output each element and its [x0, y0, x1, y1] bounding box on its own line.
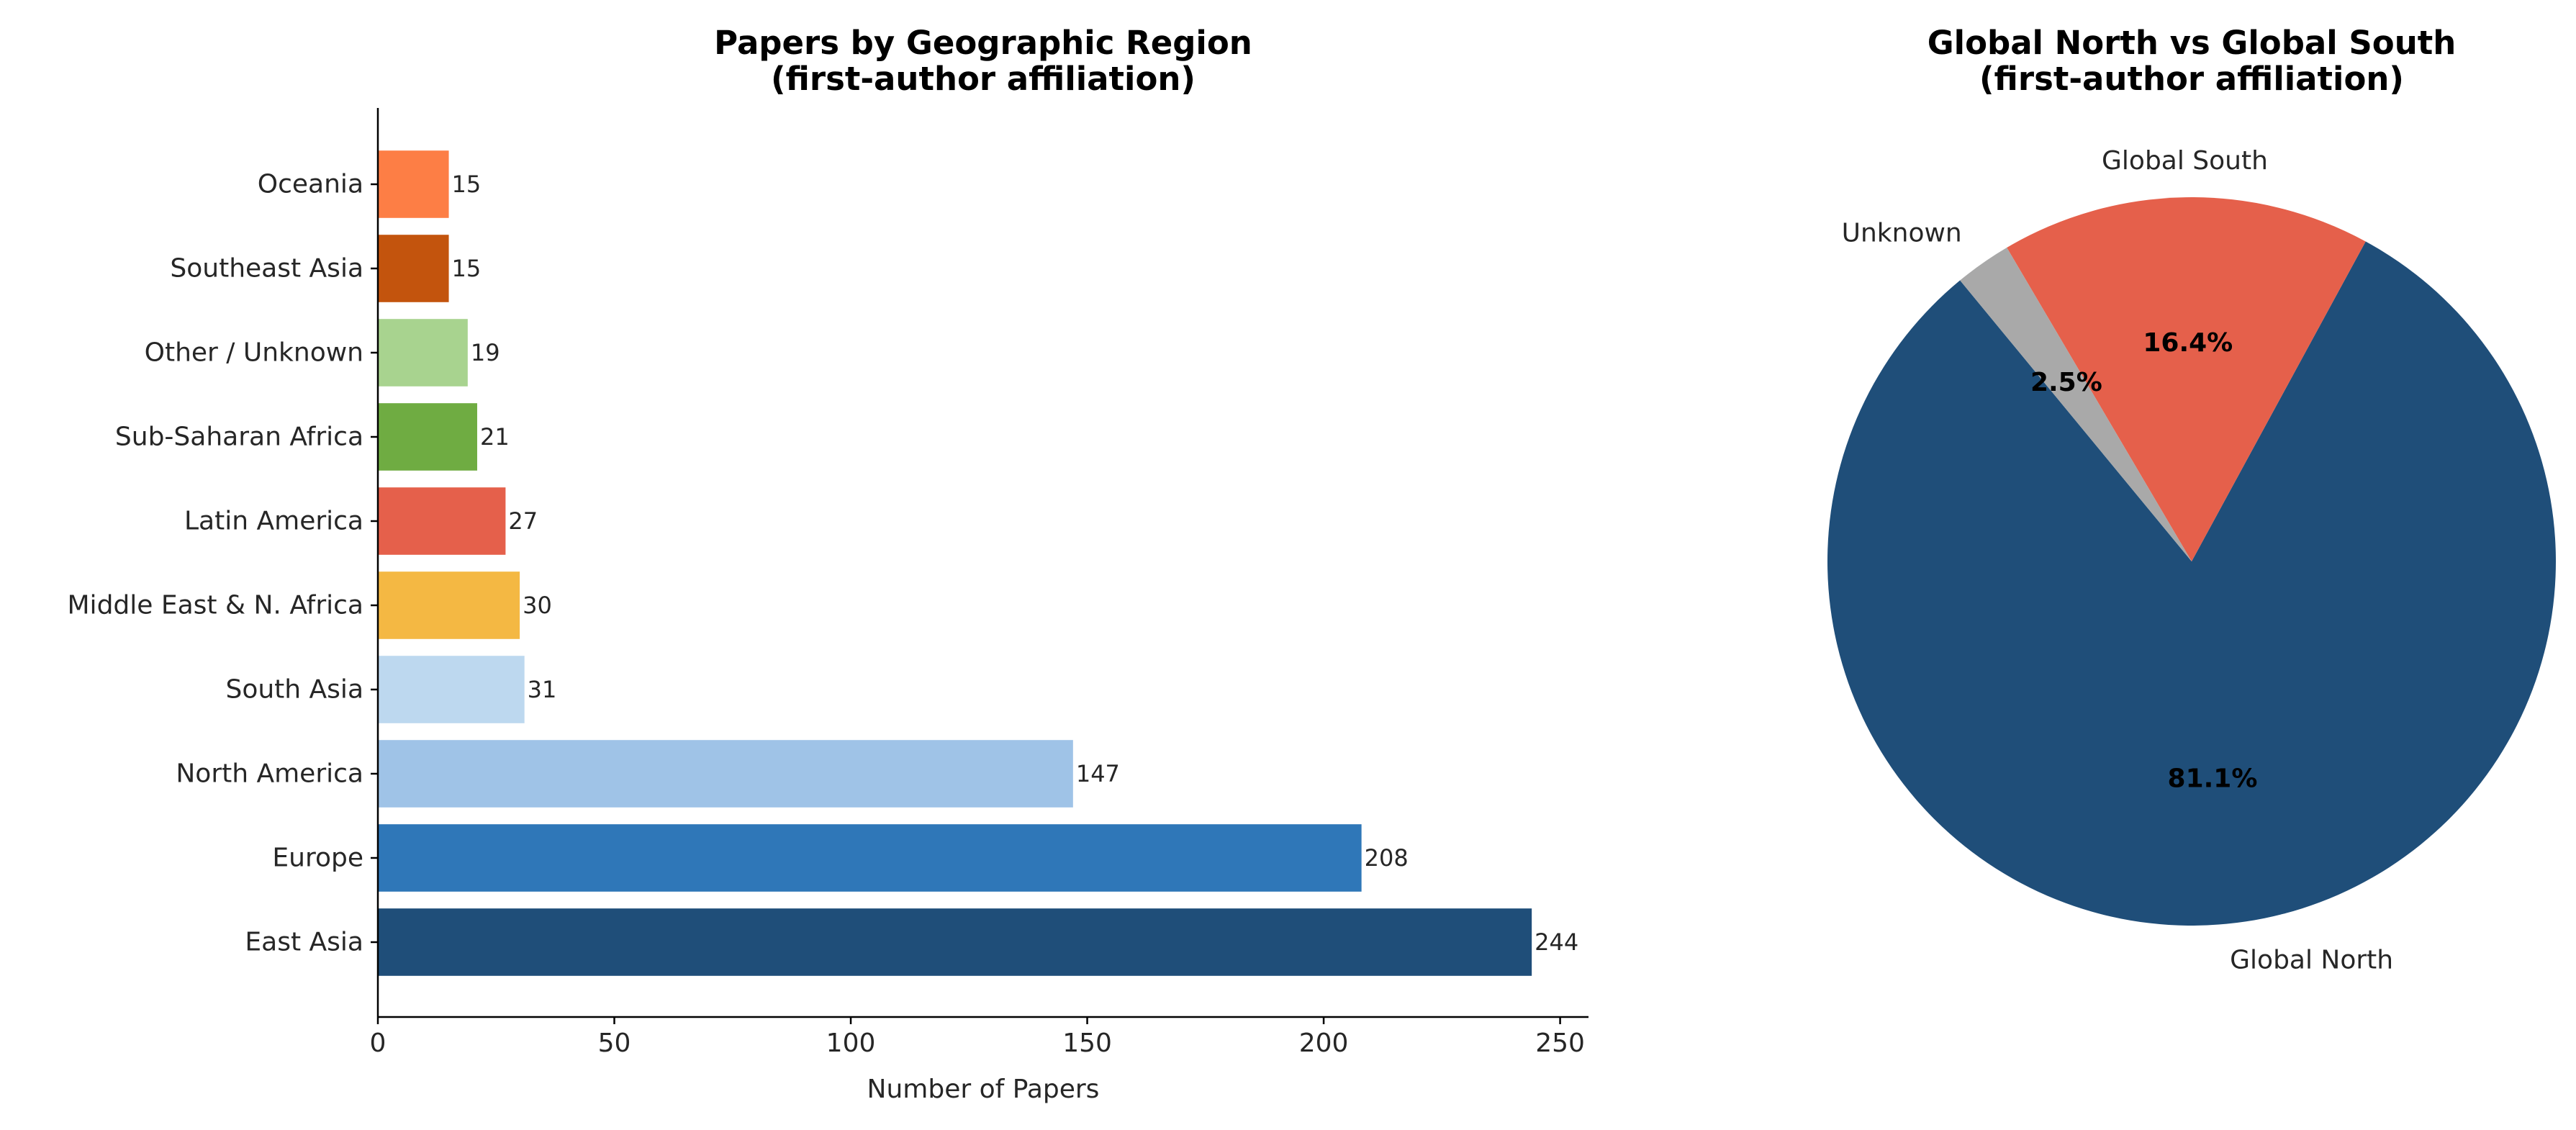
category-tick-label: Other / Unknown	[145, 338, 363, 368]
pie-chart-title-line1: Global North vs Global South	[1928, 24, 2457, 62]
category-tick-label: South Asia	[225, 675, 363, 705]
pie-percent-label: 16.4%	[2143, 328, 2233, 358]
category-tick-label: Sub-Saharan Africa	[115, 422, 363, 452]
bar-marks	[378, 150, 1532, 976]
bar-other-unknown	[378, 319, 468, 387]
bar-latin-america	[378, 487, 506, 555]
bar-north-america	[378, 740, 1073, 808]
bar-europe	[378, 824, 1362, 892]
x-axis-ticks: 0 50 100 150 200 250	[370, 1017, 1585, 1058]
category-tick-label: Latin America	[184, 507, 363, 536]
category-tick-label: North America	[176, 759, 363, 789]
bar-oceania	[378, 150, 449, 218]
bar-east-asia	[378, 908, 1532, 976]
category-tick-label: Southeast Asia	[170, 254, 363, 284]
category-tick-label: Oceania	[258, 170, 363, 199]
pie-percent-label: 81.1%	[2168, 764, 2258, 794]
bar-value-label: 15	[452, 171, 482, 198]
x-tick-label: 50	[598, 1029, 631, 1058]
pie-slice-label: Unknown	[1842, 219, 1962, 248]
bar-value-label: 21	[480, 423, 510, 451]
bar-middle-east-n-africa	[378, 571, 520, 639]
pie-chart: Global North vs Global South (first-auth…	[1827, 24, 2557, 975]
x-tick-label: 200	[1299, 1029, 1349, 1058]
bar-value-label: 147	[1076, 760, 1120, 787]
bar-value-label: 30	[523, 592, 552, 619]
pie-percent-label: 2.5%	[2030, 368, 2102, 397]
category-tick-label: Middle East & N. Africa	[68, 591, 364, 620]
bar-value-label: 208	[1365, 844, 1409, 872]
x-tick-label: 150	[1062, 1029, 1112, 1058]
bar-value-label: 244	[1535, 928, 1578, 956]
category-tick-label: Europe	[272, 844, 363, 873]
pie-slice-label: Global South	[2102, 146, 2268, 176]
bar-value-label: 15	[452, 255, 482, 282]
pie-slice-global-north	[1827, 241, 2557, 926]
x-tick-label: 0	[370, 1029, 387, 1058]
x-axis-label: Number of Papers	[867, 1075, 1100, 1104]
pie-percent-labels: 81.1% 16.4% 2.5%	[2030, 328, 2258, 794]
bar-chart-title-line2: (first-author affiliation)	[771, 60, 1196, 98]
category-tick-label: East Asia	[245, 928, 363, 957]
bar-southeast-asia	[378, 235, 449, 302]
bar-value-label: 27	[508, 507, 538, 535]
pie-slice-label: Global North	[2230, 946, 2393, 975]
x-tick-label: 100	[826, 1029, 876, 1058]
category-tick-labels: Oceania Southeast Asia Other / Unknown Sub-…	[68, 170, 378, 957]
pie-slice-unknown	[1960, 248, 2192, 561]
bar-value-label: 31	[528, 676, 557, 703]
pie-slices	[1827, 197, 2557, 926]
bar-chart-title-line1: Papers by Geographic Region	[714, 24, 1252, 62]
bar-sub-saharan-africa	[378, 403, 477, 471]
bar-south-asia	[378, 656, 525, 723]
bar-chart: Papers by Geographic Region (first-autho…	[68, 24, 1588, 1104]
bar-value-labels: 15 15 19 21 27 30 31 147 208 244	[452, 171, 1579, 956]
pie-slice-global-south	[2007, 197, 2366, 561]
x-tick-label: 250	[1535, 1029, 1585, 1058]
bar-value-label: 19	[471, 339, 500, 366]
pie-chart-title-line2: (first-author affiliation)	[1979, 60, 2404, 98]
pie-slice-labels: Global North Global South Unknown	[1842, 146, 2394, 975]
